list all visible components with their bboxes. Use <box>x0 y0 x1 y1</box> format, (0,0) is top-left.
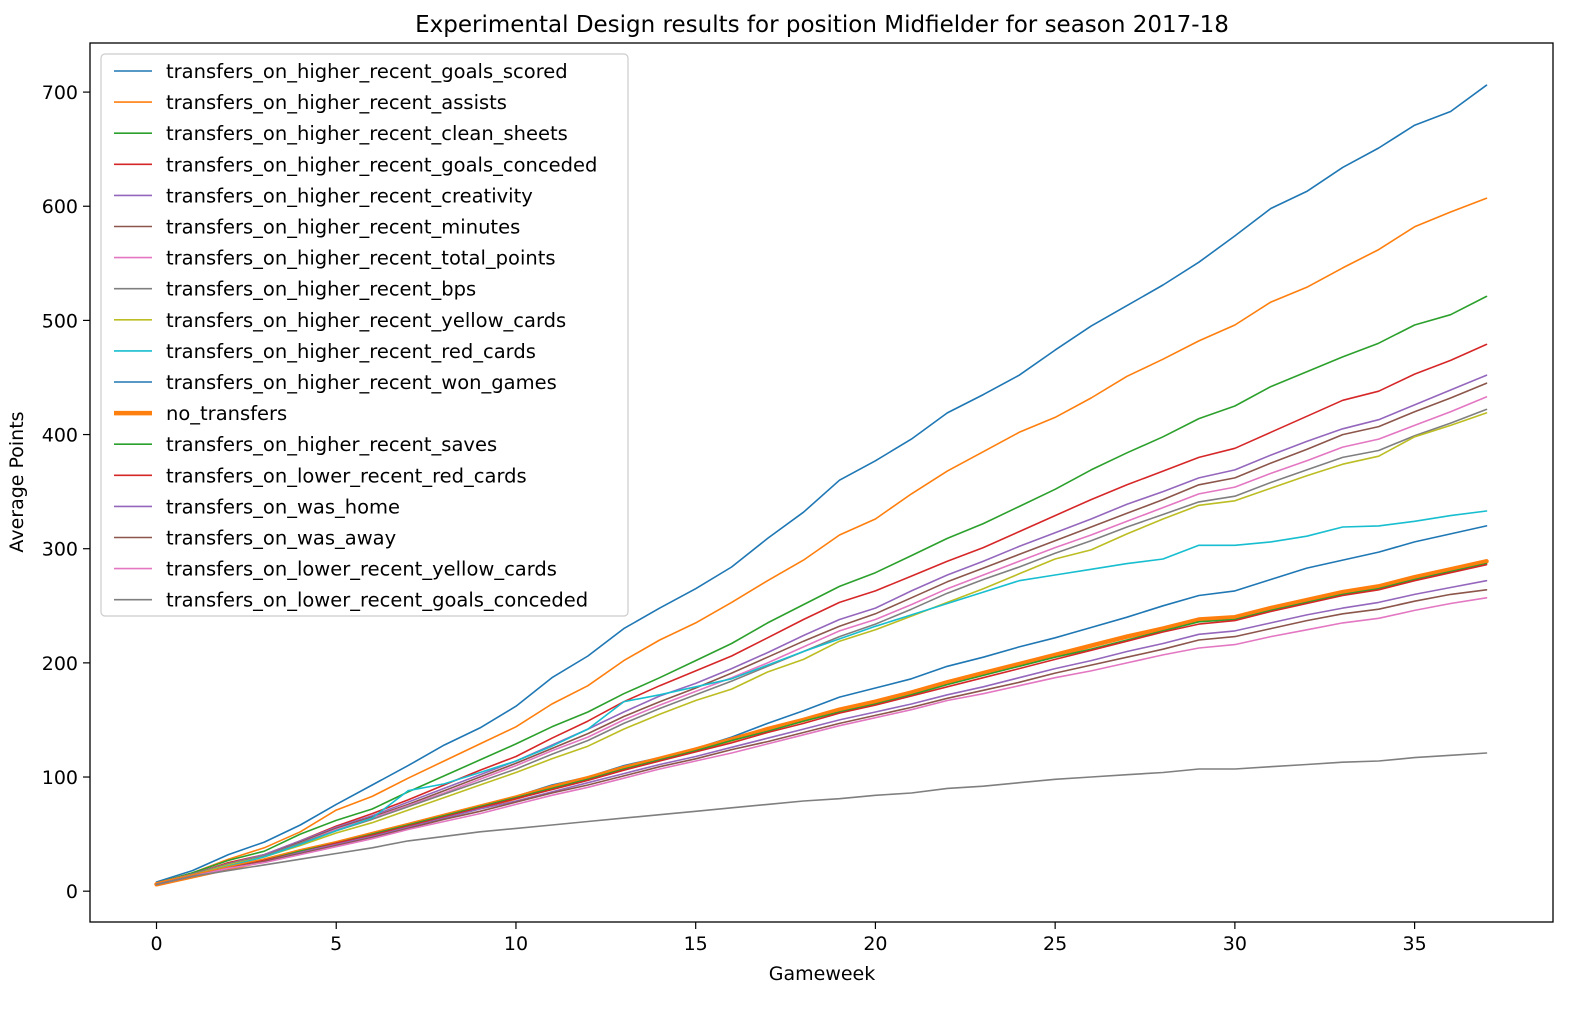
legend-label: transfers_on_lower_recent_red_cards <box>166 464 527 487</box>
legend-label: transfers_on_higher_recent_goals_scored <box>166 60 568 83</box>
series-line-transfers-on-was-home <box>155 579 1488 886</box>
legend-label: transfers_on_higher_recent_won_games <box>166 371 557 394</box>
series-line-transfers-on-higher-recent-goals-conceded <box>155 343 1488 885</box>
series-line-transfers-on-lower-recent-yellow-cards <box>155 596 1488 886</box>
legend-label: transfers_on_higher_recent_creativity <box>166 184 533 207</box>
legend-items: transfers_on_higher_recent_goals_scoredt… <box>114 60 597 612</box>
y-axis: 0 100 200 300 400 500 600 700 <box>42 82 90 903</box>
y-tick-label: 100 <box>42 767 78 789</box>
chart-title: Experimental Design results for position… <box>415 12 1229 38</box>
plot-frame <box>89 42 1554 923</box>
legend-label: no_transfers <box>166 402 287 425</box>
x-tick-label: 5 <box>330 933 342 955</box>
series-line-transfers-on-lower-recent-red-cards <box>155 563 1488 886</box>
legend-label: transfers_on_higher_recent_yellow_cards <box>166 309 566 332</box>
x-tick-label: 30 <box>1223 933 1247 955</box>
series-line-transfers-on-higher-recent-clean-sheets <box>155 295 1488 885</box>
legend-label: transfers_on_lower_recent_goals_conceded <box>166 589 588 612</box>
legend-label: transfers_on_higher_recent_bps <box>166 278 476 301</box>
legend-label: transfers_on_higher_recent_saves <box>166 433 497 456</box>
series-line-transfers-on-lower-recent-goals-conceded <box>155 752 1488 886</box>
series-line-transfers-on-higher-recent-assists <box>155 197 1488 885</box>
y-tick-label: 0 <box>66 881 78 903</box>
y-tick-label: 600 <box>42 196 78 218</box>
x-tick-label: 20 <box>863 933 887 955</box>
series-line-transfers-on-higher-recent-goals-scored <box>155 84 1488 883</box>
legend-label: transfers_on_higher_recent_minutes <box>166 216 520 239</box>
series-line-transfers-on-higher-recent-bps <box>155 408 1488 885</box>
series-line-transfers-on-was-away <box>155 588 1488 886</box>
x-tick-label: 10 <box>504 933 528 955</box>
x-axis-title: Gameweek <box>769 963 876 985</box>
series-line-transfers-on-higher-recent-yellow-cards <box>155 412 1488 885</box>
legend: transfers_on_higher_recent_goals_scoredt… <box>100 53 629 617</box>
legend-label: transfers_on_higher_recent_clean_sheets <box>166 122 568 145</box>
y-tick-label: 700 <box>42 82 78 104</box>
series-line-transfers-on-higher-recent-saves <box>155 562 1488 886</box>
x-tick-label: 25 <box>1043 933 1067 955</box>
y-tick-label: 200 <box>42 653 78 675</box>
legend-label: transfers_on_was_away <box>166 527 396 550</box>
y-axis-title: Average Points <box>6 411 28 552</box>
legend-label: transfers_on_higher_recent_red_cards <box>166 340 536 363</box>
x-tick-label: 15 <box>684 933 708 955</box>
legend-label: transfers_on_higher_recent_total_points <box>166 247 556 270</box>
y-tick-label: 500 <box>42 310 78 332</box>
legend-label: transfers_on_lower_recent_yellow_cards <box>166 558 557 581</box>
series-line-transfers-on-higher-recent-minutes <box>155 382 1488 885</box>
legend-label: transfers_on_higher_recent_goals_concede… <box>166 153 597 176</box>
plot-lines <box>154 84 1489 887</box>
x-tick-label: 0 <box>150 933 162 955</box>
series-line-transfers-on-higher-recent-red-cards <box>155 510 1488 886</box>
series-line-transfers-on-higher-recent-total-points <box>155 396 1488 885</box>
y-tick-label: 400 <box>42 425 78 447</box>
legend-frame <box>100 53 629 617</box>
y-tick-label: 300 <box>42 539 78 561</box>
x-axis: 0 5 10 15 20 25 30 35 <box>150 922 1427 955</box>
legend-label: transfers_on_was_home <box>166 495 400 518</box>
x-tick-label: 35 <box>1403 933 1427 955</box>
legend-label: transfers_on_higher_recent_assists <box>166 91 507 114</box>
